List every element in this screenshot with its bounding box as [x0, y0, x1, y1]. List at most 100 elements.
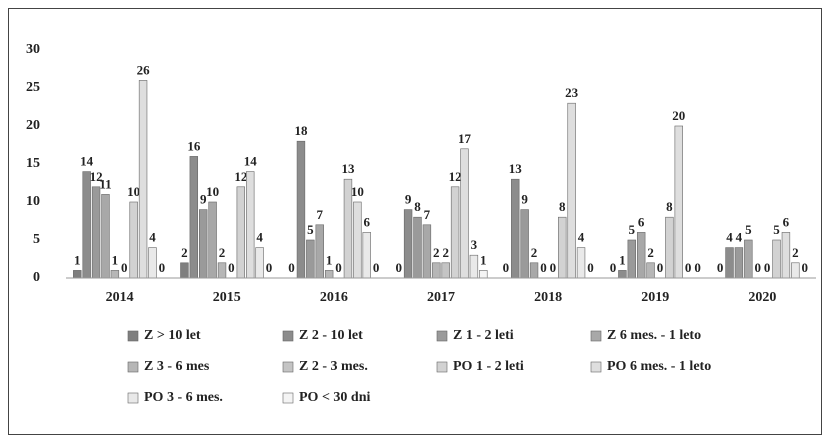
bar	[665, 216, 674, 279]
bar	[646, 262, 655, 279]
value-label: 4	[578, 230, 585, 245]
value-label: 2	[442, 245, 449, 260]
value-label: 4	[149, 230, 156, 245]
value-label: 4	[736, 230, 743, 245]
y-tick-label: 20	[26, 118, 40, 133]
bar	[403, 209, 413, 279]
value-label: 0	[540, 260, 547, 275]
value-label: 0	[266, 260, 273, 275]
value-label: 2	[792, 245, 799, 260]
bar	[362, 232, 371, 279]
bar	[110, 270, 120, 279]
legend-swatch	[282, 361, 294, 373]
bar	[255, 247, 264, 279]
value-label: 4	[726, 230, 733, 245]
value-label: 17	[458, 131, 472, 146]
bar	[441, 262, 450, 279]
x-tick-label: 2017	[427, 290, 455, 305]
value-label: 7	[317, 207, 324, 222]
bar	[725, 247, 734, 279]
y-tick-label: 0	[33, 270, 40, 285]
bar	[791, 262, 800, 279]
bar	[772, 239, 781, 279]
y-tick-label: 15	[26, 156, 40, 171]
value-label: 1	[74, 252, 81, 267]
value-label: 5	[745, 222, 752, 237]
value-label: 26	[137, 62, 151, 77]
legend-swatch	[436, 330, 448, 342]
bar	[627, 239, 636, 279]
legend-swatch	[590, 330, 602, 342]
legend-label: Z 2 - 3 mes.	[299, 359, 368, 374]
value-label: 13	[509, 161, 523, 176]
bar	[529, 262, 539, 279]
value-label: 6	[638, 214, 645, 229]
bar	[511, 178, 520, 279]
legend-label: PO 1 - 2 leti	[453, 359, 524, 374]
bar	[73, 270, 82, 279]
legend-label: PO < 30 dni	[299, 390, 370, 405]
y-tick-label: 5	[33, 232, 40, 247]
value-label: 2	[433, 245, 440, 260]
value-label: 2	[531, 245, 538, 260]
value-label: 2	[181, 245, 188, 260]
legend-label: Z 2 - 10 let	[299, 328, 363, 343]
bar	[353, 201, 362, 279]
bar	[138, 80, 148, 279]
bar	[413, 216, 422, 279]
value-label: 0	[685, 260, 692, 275]
value-label: 0	[503, 260, 510, 275]
value-label: 9	[200, 192, 207, 207]
x-tick-label: 2018	[534, 290, 562, 305]
value-label: 0	[159, 260, 166, 275]
value-label: 1	[480, 252, 487, 267]
bar	[315, 224, 324, 279]
value-label: 12	[234, 169, 247, 184]
value-label: 10	[206, 184, 219, 199]
value-label: 0	[550, 260, 557, 275]
y-tick-label: 30	[26, 42, 40, 57]
value-label: 0	[610, 260, 617, 275]
value-label: 6	[783, 214, 790, 229]
bar	[432, 262, 441, 279]
value-label: 9	[521, 192, 528, 207]
bar	[217, 262, 227, 279]
value-label: 0	[228, 260, 235, 275]
bar	[199, 209, 208, 279]
value-label: 9	[405, 192, 412, 207]
bar	[636, 232, 646, 279]
value-label: 0	[764, 260, 771, 275]
value-label: 0	[694, 260, 701, 275]
bar	[296, 140, 306, 279]
bar	[576, 247, 586, 279]
bar	[422, 224, 432, 279]
y-tick-label: 10	[26, 194, 40, 209]
legend-swatch	[282, 330, 294, 342]
value-label: 18	[294, 123, 308, 138]
value-label: 0	[288, 260, 295, 275]
bar	[450, 186, 460, 279]
bar	[567, 102, 576, 279]
value-label: 11	[99, 176, 111, 191]
value-label: 6	[364, 214, 371, 229]
value-label: 10	[351, 184, 364, 199]
bar	[148, 247, 157, 279]
value-label: 8	[414, 199, 421, 214]
value-label: 13	[341, 161, 355, 176]
value-label: 2	[219, 245, 226, 260]
legend-label: PO 6 mes. - 1 leto	[607, 359, 711, 374]
bar	[674, 125, 683, 279]
value-label: 12	[449, 169, 462, 184]
x-tick-label: 2014	[106, 290, 134, 305]
bar	[734, 247, 744, 279]
bar	[479, 270, 488, 279]
legend-swatch	[127, 361, 139, 373]
bar	[618, 270, 627, 279]
value-label: 5	[773, 222, 780, 237]
bar	[236, 186, 246, 279]
legend-swatch	[127, 392, 139, 404]
value-label: 10	[127, 184, 140, 199]
value-label: 0	[657, 260, 664, 275]
value-label: 0	[801, 260, 808, 275]
value-label: 8	[666, 199, 673, 214]
